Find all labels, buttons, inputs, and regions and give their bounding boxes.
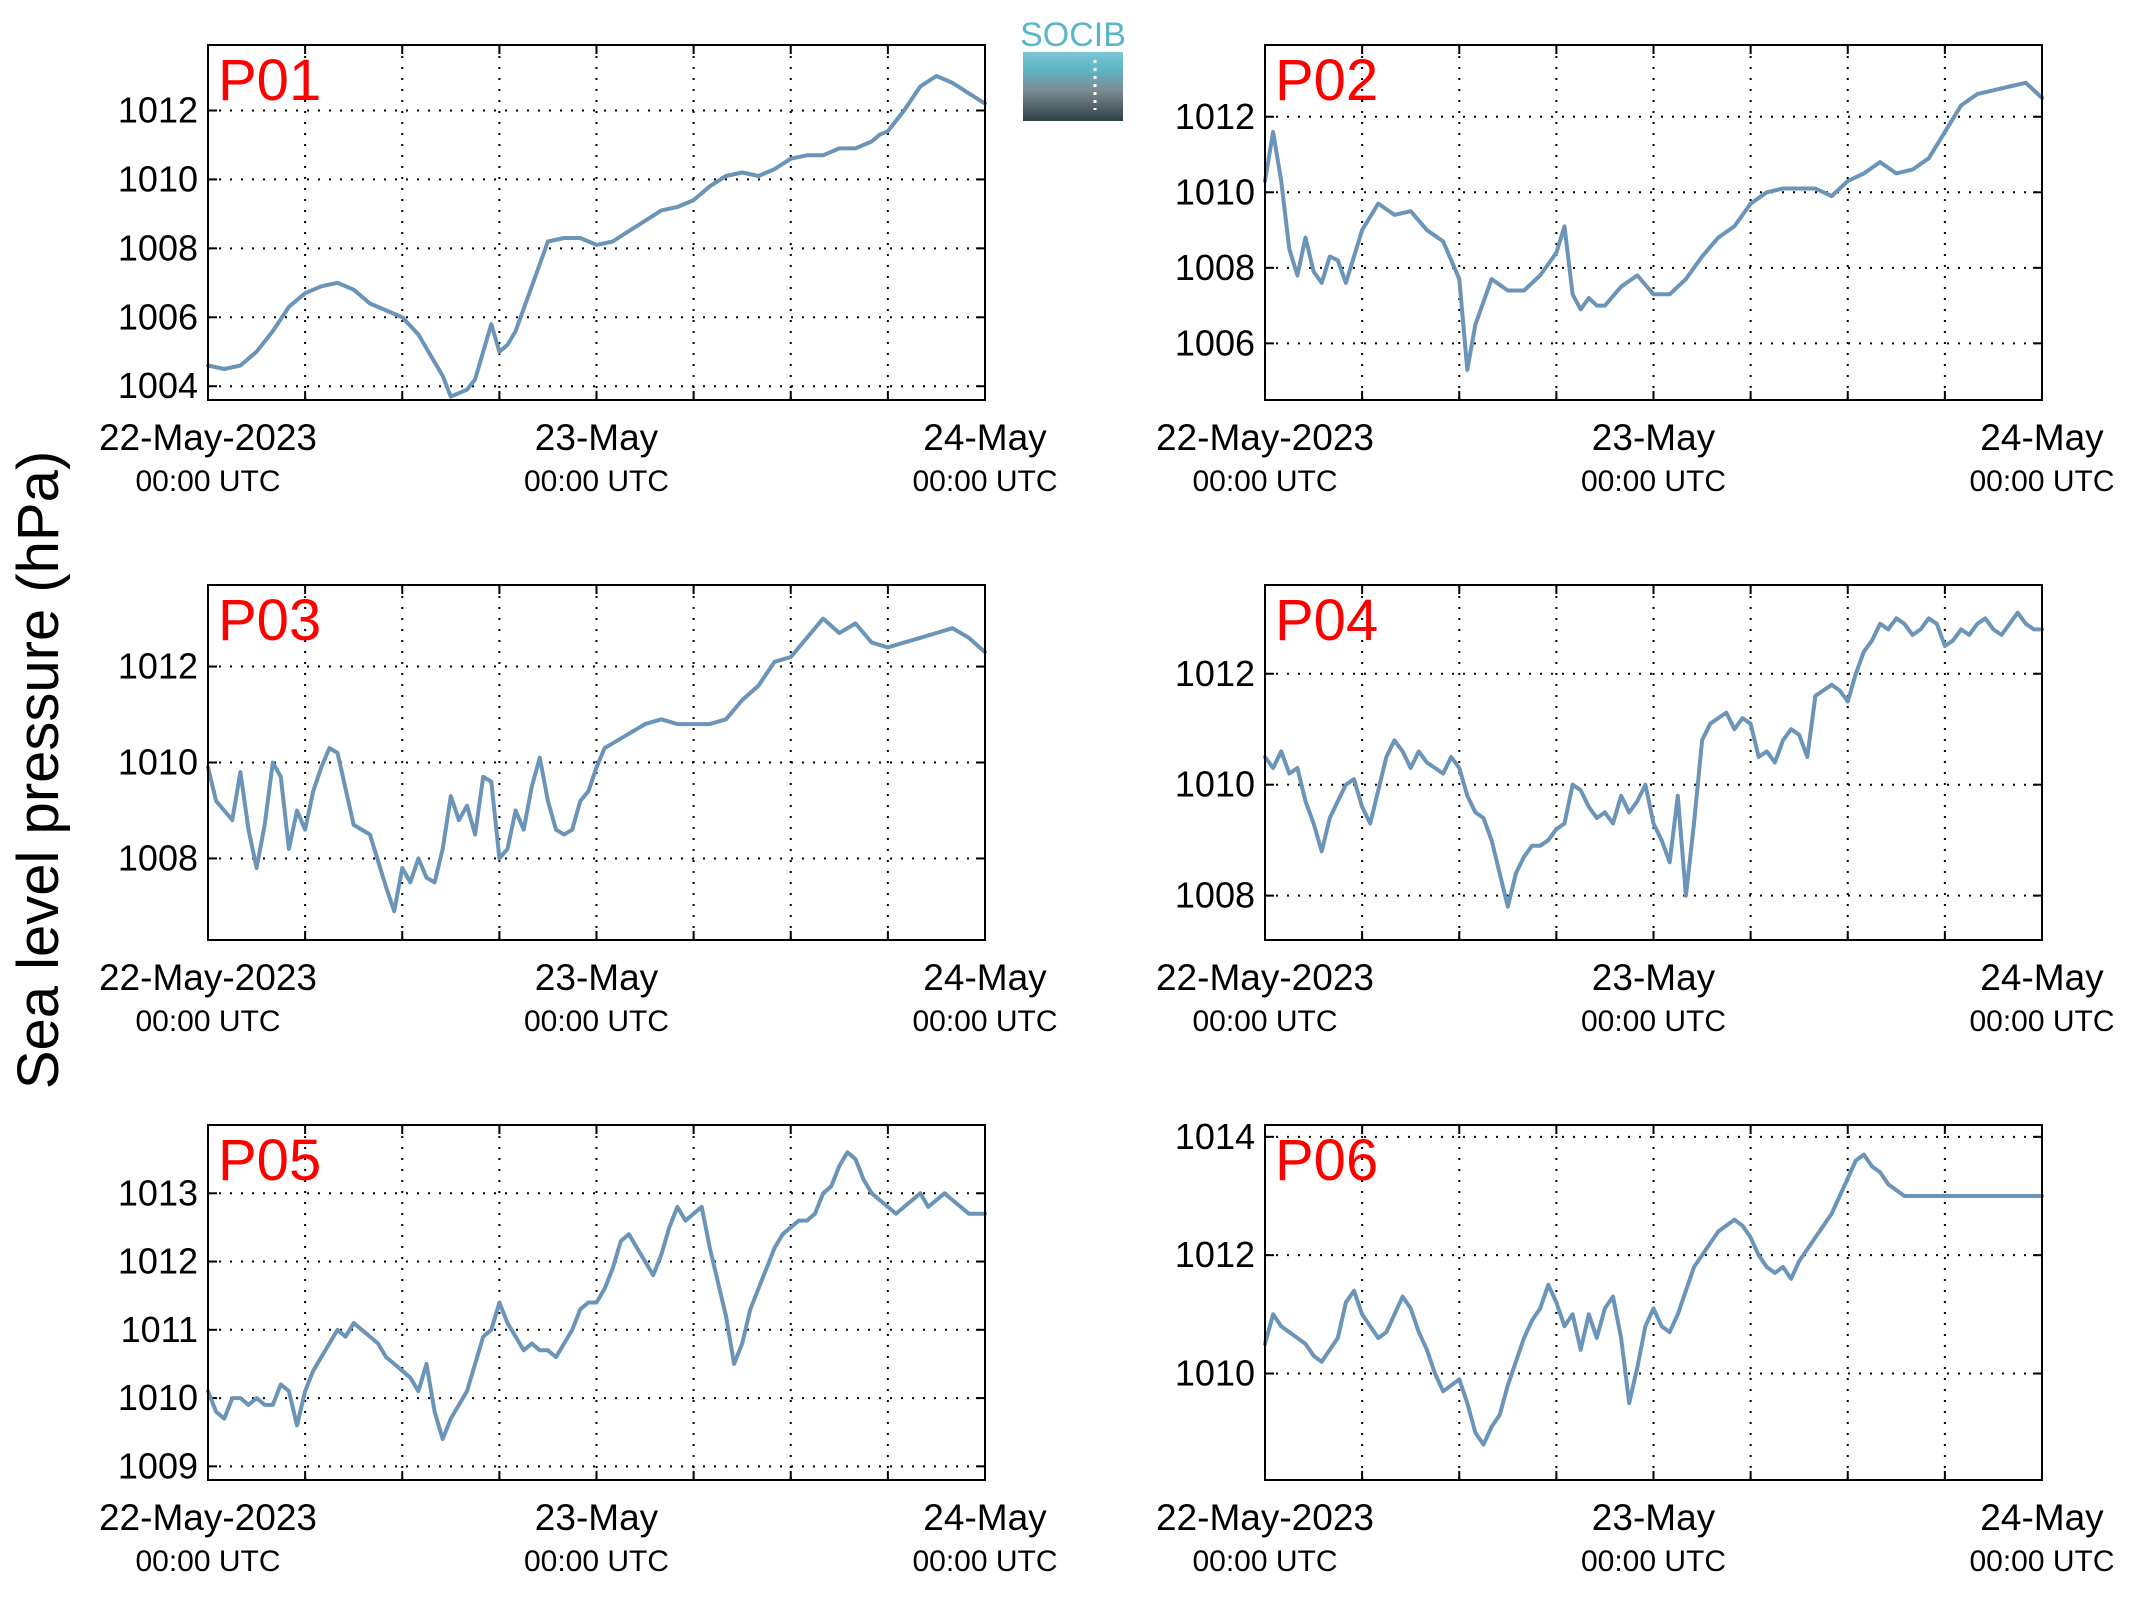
socib-logo: SOCIB [1020,16,1126,121]
chart-panel-p01: 1004 1006 1008 1010 1012 22-May-2023 00:00 UTC… [99,44,1058,498]
panel-label: P05 [218,1128,321,1193]
series-line-p06 [1263,1152,2044,1447]
y-tick-label: 1012 [118,1241,198,1282]
x-tick-label-date: 22-May-2023 [99,417,317,458]
x-tick-label-time: 00:00 UTC [1969,1545,2114,1578]
y-tick-label: 1010 [1175,171,1255,212]
x-tick-label-time: 00:00 UTC [1581,1005,1726,1038]
axes-frame [207,584,986,941]
y-tick-label: 1006 [1175,322,1255,363]
panel-label: P03 [218,588,321,653]
chart-panel-p02: 1006 1008 1010 1012 22-May-2023 00:00 UTC 23-M… [1156,44,2115,498]
series-line-p05 [206,1150,987,1441]
axes-frame [1264,1124,2043,1481]
x-tick-label-date: 22-May-2023 [1156,957,1374,998]
x-tick-label-time: 00:00 UTC [1969,465,2114,498]
axes-frame [1264,584,2043,941]
y-tick-label: 1009 [118,1445,198,1486]
y-tick-label: 1010 [118,158,198,199]
x-tick-label-time: 00:00 UTC [135,1005,280,1038]
y-tick-label: 1011 [121,1309,198,1350]
panel-label: P06 [1275,1128,1378,1193]
x-tick-label-time: 00:00 UTC [524,1005,669,1038]
x-tick-label-date: 23-May [535,957,659,998]
y-tick-label: 1008 [118,837,198,878]
x-tick-label-time: 00:00 UTC [912,465,1057,498]
x-tick-label-time: 00:00 UTC [1192,1545,1337,1578]
axes-frame [207,44,986,401]
y-tick-label: 1004 [118,365,198,406]
x-tick-label-date: 24-May [923,1497,1047,1538]
series-line-p03 [206,616,987,914]
x-tick-label-time: 00:00 UTC [135,1545,280,1578]
x-tick-label-date: 23-May [535,1497,659,1538]
x-tick-label-date: 24-May [923,417,1047,458]
panel-label: P01 [218,48,321,113]
x-tick-label-time: 00:00 UTC [524,1545,669,1578]
chart-panel-p06: 1010 1012 1014 22-May-2023 00:00 UTC 23-May 00… [1156,1116,2115,1578]
panels-group: 1004 1006 1008 1010 1012 22-May-2023 00:00 UTC… [99,44,2115,1578]
y-tick-label: 1008 [1175,875,1255,916]
x-tick-label-date: 22-May-2023 [99,1497,317,1538]
x-tick-label-time: 00:00 UTC [912,1545,1057,1578]
series-line-p01 [206,74,987,399]
x-tick-label-date: 22-May-2023 [99,957,317,998]
y-axis-label: Sea level pressure (hPa) [6,451,71,1089]
x-tick-label-time: 00:00 UTC [1581,1545,1726,1578]
x-tick-label-date: 24-May [1980,417,2104,458]
y-tick-label: 1010 [1175,764,1255,805]
axes-frame [207,1124,986,1481]
x-tick-label-date: 23-May [1592,957,1716,998]
panel-label: P04 [1275,588,1378,653]
x-tick-label-time: 00:00 UTC [524,465,669,498]
y-tick-label: 1008 [118,227,198,268]
x-tick-label-time: 00:00 UTC [1969,1005,2114,1038]
logo-text: SOCIB [1020,16,1126,54]
series-line-p02 [1263,80,2044,372]
y-tick-label: 1010 [118,742,198,783]
x-tick-label-date: 23-May [535,417,659,458]
x-tick-label-time: 00:00 UTC [135,465,280,498]
series-line-p04 [1263,610,2044,909]
y-tick-label: 1012 [1175,96,1255,137]
y-tick-label: 1012 [118,646,198,687]
x-tick-label-date: 22-May-2023 [1156,1497,1374,1538]
y-tick-label: 1010 [118,1377,198,1418]
chart-panel-p03: 1008 1010 1012 22-May-2023 00:00 UTC 23-May 00… [99,584,1058,1038]
x-tick-label-date: 24-May [1980,1497,2104,1538]
y-tick-label: 1014 [1175,1116,1255,1157]
y-tick-label: 1012 [118,89,198,130]
x-tick-label-time: 00:00 UTC [1192,1005,1337,1038]
y-tick-label: 1012 [1175,653,1255,694]
y-tick-label: 1008 [1175,247,1255,288]
y-tick-label: 1012 [1175,1234,1255,1275]
chart-panel-p04: 1008 1010 1012 22-May-2023 00:00 UTC 23-May 00… [1156,584,2115,1038]
y-tick-label: 1006 [118,296,198,337]
y-tick-label: 1013 [118,1172,198,1213]
x-tick-label-time: 00:00 UTC [1581,465,1726,498]
chart-panel-p05: 1009 1010 1011 1012 1013 22-May-2023 00:00 UTC… [99,1124,1058,1578]
x-tick-label-date: 22-May-2023 [1156,417,1374,458]
y-tick-label: 1010 [1175,1353,1255,1394]
x-tick-label-time: 00:00 UTC [912,1005,1057,1038]
x-tick-label-date: 24-May [1980,957,2104,998]
axes-frame [1264,44,2043,401]
x-tick-label-date: 23-May [1592,1497,1716,1538]
panel-label: P02 [1275,48,1378,113]
x-tick-label-time: 00:00 UTC [1192,465,1337,498]
x-tick-label-date: 24-May [923,957,1047,998]
x-tick-label-date: 23-May [1592,417,1716,458]
